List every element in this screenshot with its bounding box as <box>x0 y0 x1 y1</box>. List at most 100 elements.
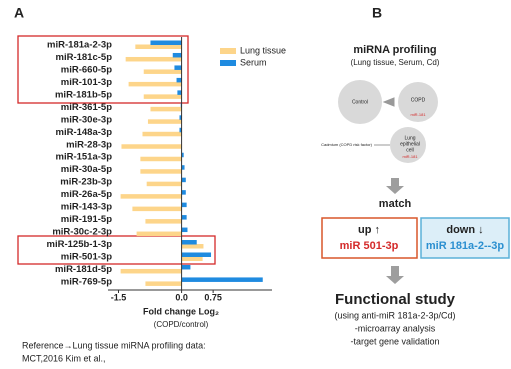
bar <box>181 215 187 220</box>
bar <box>143 94 182 99</box>
bar <box>120 194 182 199</box>
y-tick-label: miR-501-3p <box>61 252 112 263</box>
bar <box>142 131 182 137</box>
label: up ↑ <box>358 224 380 236</box>
y-tick-label: miR-125b-1-3p <box>47 239 113 250</box>
label: down ↓ <box>446 224 483 236</box>
reference: Reference→Lung tissue miRNA profiling da… <box>22 340 206 350</box>
y-tick-label: miR-30e-3p <box>61 114 112 125</box>
y-tick-label: miR-143-3p <box>61 202 112 213</box>
bar <box>179 127 182 133</box>
y-tick-label: miR-148a-3p <box>56 127 113 138</box>
bar <box>181 252 212 257</box>
y-tick-label: miR-191-5p <box>61 214 112 225</box>
y-tick-label: miR-769-5p <box>61 276 112 287</box>
bar <box>140 169 182 174</box>
bar <box>172 52 182 58</box>
bar <box>143 69 182 74</box>
label: miR 501-3p <box>340 240 399 252</box>
bar <box>181 227 188 233</box>
title: Functional study <box>335 291 456 308</box>
subtitle: (Lung tissue, Serum, Cd) <box>351 58 440 67</box>
bar <box>128 81 182 87</box>
bar <box>181 202 187 208</box>
bar <box>181 177 186 183</box>
circle <box>338 80 382 124</box>
y-tick-label: miR-181c-5p <box>56 52 113 63</box>
arrow <box>386 266 404 284</box>
bar <box>179 115 182 120</box>
box <box>420 217 510 259</box>
bar <box>181 264 191 270</box>
bar <box>181 277 263 282</box>
bar <box>181 152 184 158</box>
y-tick-label: miR-23b-3p <box>60 177 112 188</box>
bar <box>174 65 182 70</box>
bar <box>181 256 203 261</box>
label: miR 181a-2--3p <box>426 240 505 252</box>
label: Control <box>352 99 368 105</box>
y-tick-label: miR-30c-2-3p <box>52 227 112 238</box>
bar <box>125 56 182 62</box>
note: miR-181 <box>402 154 418 159</box>
bar <box>181 190 186 195</box>
y-tick-label: miR-101-3p <box>61 77 112 88</box>
x-tick-label: 0.75 <box>204 292 222 302</box>
bar <box>145 219 182 224</box>
bar <box>132 206 182 212</box>
bar <box>150 106 182 112</box>
legend-label: Lung tissue <box>240 45 286 55</box>
panel-label: B <box>372 5 382 21</box>
arrow <box>382 97 395 107</box>
y-tick-label: miR-151a-3p <box>56 152 113 163</box>
highlight-box <box>17 35 189 104</box>
bar <box>177 90 182 95</box>
title: miRNA profiling <box>353 44 436 56</box>
y-tick-label: miR-361-5p <box>61 102 112 113</box>
x-tick-label: -1.5 <box>111 292 127 302</box>
reference: MCT,2016 Kim et al., <box>22 353 106 363</box>
label: Lung <box>404 135 415 141</box>
bar <box>150 40 182 45</box>
legend-label: Serum <box>240 57 267 67</box>
label: cell <box>406 147 414 153</box>
x-axis-title: Fold change Log₂ <box>143 306 219 316</box>
bar <box>181 244 204 249</box>
bar <box>147 119 182 124</box>
highlight-box <box>17 235 216 265</box>
bar <box>176 77 182 83</box>
label: (using anti-miR 181a-2-3p/Cd) <box>334 310 455 320</box>
note: miR-181 <box>410 112 426 117</box>
label: -microarray analysis <box>355 323 436 333</box>
legend-swatch <box>220 60 236 66</box>
arrow <box>386 178 404 194</box>
x-tick-label: 0.0 <box>175 292 188 302</box>
bar <box>120 268 182 274</box>
y-tick-label: miR-660-5p <box>61 64 112 75</box>
bar <box>136 231 182 237</box>
y-tick-label: miR-28-3p <box>66 139 112 150</box>
panel-label: A <box>14 5 24 21</box>
y-tick-label: miR-181d-5p <box>55 264 112 275</box>
label: epithelial <box>400 141 420 147</box>
circle <box>390 127 426 163</box>
x-axis-title: (COPD/control) <box>154 320 209 329</box>
bar <box>146 181 182 187</box>
bar <box>181 240 197 245</box>
label: match <box>379 198 412 210</box>
bar <box>181 165 185 170</box>
bar <box>145 281 182 286</box>
bar <box>140 156 182 162</box>
circle <box>398 82 438 122</box>
label: -target gene validation <box>350 336 439 346</box>
y-tick-label: miR-26a-5p <box>61 189 112 200</box>
label: Cadmium (COPD risk factor) <box>321 142 373 147</box>
box <box>321 217 418 259</box>
legend-swatch <box>220 48 236 54</box>
y-tick-label: miR-181a-2-3p <box>47 40 112 51</box>
bar <box>135 44 182 49</box>
y-tick-label: miR-30a-5p <box>61 164 112 175</box>
y-tick-label: miR-181b-5p <box>55 89 112 100</box>
label: COPD <box>411 97 426 103</box>
